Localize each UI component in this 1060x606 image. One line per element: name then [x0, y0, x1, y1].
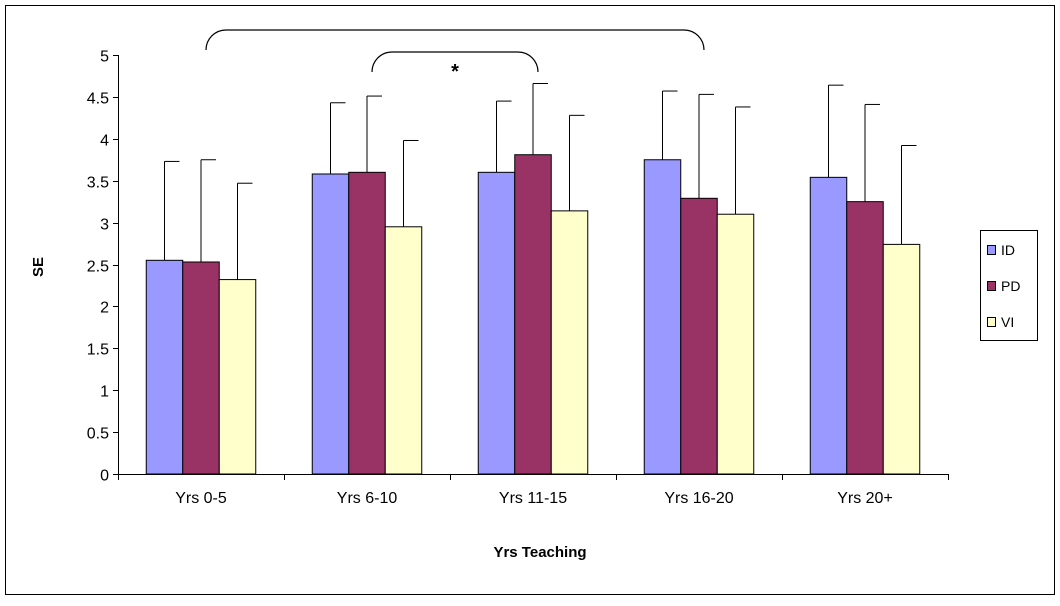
- bar: [477, 171, 516, 475]
- y-axis-label: SE: [30, 257, 47, 277]
- bars: [145, 154, 921, 475]
- legend-swatch: [987, 317, 996, 327]
- y-tick-label: 4: [100, 133, 109, 150]
- legend-label: PD: [1001, 278, 1020, 294]
- error-bars: [164, 82, 917, 280]
- legend-swatch: [987, 245, 996, 255]
- bar: [145, 259, 184, 475]
- bar: [384, 226, 423, 475]
- bar: [882, 243, 921, 475]
- bar: [643, 159, 682, 475]
- y-tick-label: 3: [100, 217, 109, 234]
- significance-annotation: *: [205, 29, 705, 83]
- bar: [846, 201, 884, 475]
- x-tick-label: Yrs 0-5: [175, 490, 227, 507]
- y-tick-label: 1.5: [87, 342, 109, 359]
- y-axis: 0 0.5 1 1.5 2 2.5 3 3.5 4 4.5 5: [87, 49, 119, 485]
- legend: ID PD VI: [980, 230, 1038, 341]
- bar: [680, 197, 718, 475]
- bar: [218, 279, 257, 475]
- legend-label: VI: [1001, 314, 1014, 330]
- bar: [348, 171, 386, 475]
- bar: [182, 261, 220, 475]
- significance-star: *: [451, 61, 459, 83]
- x-tick-label: Yrs 6-10: [337, 490, 398, 507]
- x-tick-label: Yrs 20+: [837, 490, 893, 507]
- legend-label: ID: [1001, 242, 1015, 258]
- y-tick-label: 1: [100, 384, 109, 401]
- y-tick-label: 4.5: [87, 91, 109, 108]
- y-tick-label: 0.5: [87, 426, 109, 443]
- y-tick-label: 5: [100, 49, 109, 66]
- y-tick-label: 2.5: [87, 259, 109, 276]
- significance-bracket: [205, 29, 705, 51]
- x-axis: Yrs 0-5 Yrs 6-10 Yrs 11-15 Yrs 16-20 Yrs 20+: [118, 474, 949, 507]
- y-tick-label: 2: [100, 300, 109, 317]
- bar: [716, 213, 755, 475]
- bar: [809, 176, 848, 475]
- bar: [311, 173, 350, 475]
- y-tick-label: 0: [100, 468, 109, 485]
- x-tick-label: Yrs 16-20: [664, 490, 733, 507]
- bar: [514, 154, 552, 475]
- x-axis-label: Yrs Teaching: [493, 544, 586, 561]
- bar: [550, 210, 589, 475]
- legend-swatch: [987, 281, 996, 291]
- y-tick-label: 3.5: [87, 175, 109, 192]
- significance-bracket: [371, 51, 539, 73]
- x-tick-label: Yrs 11-15: [499, 490, 567, 507]
